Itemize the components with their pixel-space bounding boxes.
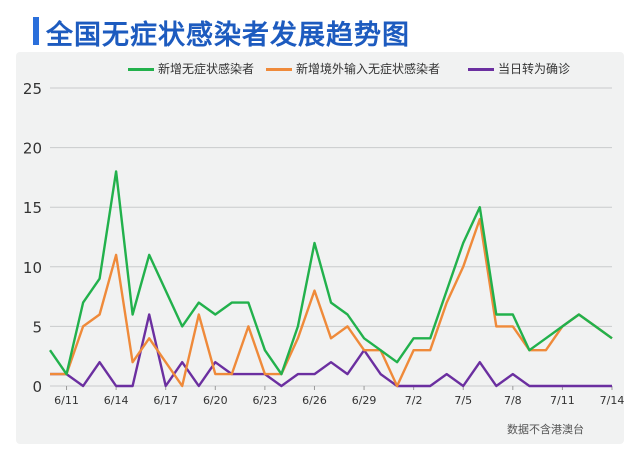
series-line-1 — [50, 217, 613, 388]
legend: 新增无症状感染者 新增境外输入无症状感染者 当日转为确诊 — [0, 60, 640, 80]
legend-swatch-orange — [266, 68, 292, 71]
footnote: 数据不含港澳台 — [507, 423, 584, 436]
x-tick-label: 7/11 — [550, 394, 575, 407]
legend-item-new-asymptomatic: 新增无症状感染者 — [128, 60, 254, 77]
legend-swatch-green — [128, 68, 154, 71]
y-tick-label: 15 — [23, 199, 42, 217]
y-tick-label: 0 — [32, 378, 42, 396]
y-tick-label: 5 — [32, 318, 42, 336]
legend-label: 新增境外输入无症状感染者 — [296, 62, 441, 76]
legend-label: 当日转为确诊 — [498, 62, 571, 76]
x-tick-label: 6/23 — [253, 394, 278, 407]
x-tick-label: 6/17 — [153, 394, 178, 407]
legend-swatch-purple — [468, 68, 494, 71]
series-line-0 — [49, 170, 613, 376]
legend-item-imported-asymptomatic: 新增境外输入无症状感染者 — [266, 60, 440, 77]
x-tick-label: 7/2 — [405, 394, 423, 407]
title-accent-bar — [33, 17, 39, 45]
y-tick-label: 10 — [23, 259, 42, 277]
series-line-2 — [50, 313, 612, 388]
x-tick-label: 6/29 — [352, 394, 377, 407]
x-tick-label: 6/26 — [302, 394, 327, 407]
plot-panel — [16, 52, 624, 444]
x-tick-label: 6/14 — [104, 394, 129, 407]
y-tick-label: 20 — [23, 140, 42, 158]
y-tick-label: 25 — [23, 80, 42, 98]
x-tick-label: 6/20 — [203, 394, 228, 407]
x-tick-label: 6/11 — [54, 394, 79, 407]
chart-title: 全国无症状感染者发展趋势图 — [46, 20, 410, 51]
legend-item-converted-confirmed: 当日转为确诊 — [468, 60, 570, 77]
x-tick-label: 7/14 — [600, 394, 625, 407]
legend-label: 新增无症状感染者 — [158, 62, 255, 76]
x-tick-label: 7/8 — [504, 394, 522, 407]
x-tick-label: 7/5 — [454, 394, 472, 407]
